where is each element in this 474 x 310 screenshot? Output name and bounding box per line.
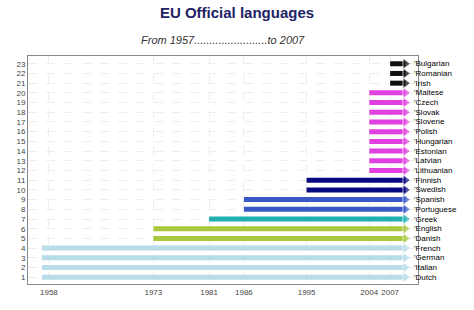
svg-text:'Finnish: 'Finnish [414, 176, 441, 185]
svg-text:18: 18 [16, 108, 25, 117]
svg-text:14: 14 [16, 147, 25, 156]
svg-text:1973: 1973 [144, 288, 162, 297]
svg-text:'Dutch: 'Dutch [414, 273, 436, 282]
svg-text:1995: 1995 [298, 288, 316, 297]
svg-text:21: 21 [16, 79, 25, 88]
svg-text:8: 8 [21, 205, 26, 214]
svg-text:'German: 'German [414, 253, 444, 262]
svg-text:'Lithuanian: 'Lithuanian [414, 166, 452, 175]
svg-text:6: 6 [21, 225, 26, 234]
svg-text:'Czech: 'Czech [414, 98, 438, 107]
svg-text:22: 22 [16, 69, 25, 78]
svg-text:13: 13 [16, 157, 25, 166]
svg-text:'Slovene: 'Slovene [414, 117, 445, 126]
svg-text:'Swedish: 'Swedish [414, 185, 446, 194]
svg-text:16: 16 [16, 127, 25, 136]
svg-text:'Greek: 'Greek [414, 215, 438, 224]
svg-text:7: 7 [21, 215, 26, 224]
svg-text:'Spanish: 'Spanish [414, 195, 444, 204]
svg-text:23: 23 [16, 60, 25, 69]
svg-text:1981: 1981 [200, 288, 218, 297]
svg-text:From 1957.....................: From 1957........................to 2007 [141, 34, 305, 46]
svg-text:'Bulgarian: 'Bulgarian [414, 59, 449, 68]
svg-text:20: 20 [16, 89, 25, 98]
svg-text:'Maltese: 'Maltese [414, 88, 444, 97]
svg-text:'Slovak: 'Slovak [414, 108, 441, 117]
svg-text:1986: 1986 [235, 288, 253, 297]
svg-text:5: 5 [21, 234, 26, 243]
svg-text:'Latvian: 'Latvian [414, 156, 441, 165]
svg-text:'English: 'English [414, 224, 442, 233]
svg-text:9: 9 [21, 195, 26, 204]
svg-text:19: 19 [16, 98, 25, 107]
svg-text:3: 3 [21, 254, 26, 263]
svg-text:'Hungarian: 'Hungarian [414, 137, 452, 146]
svg-text:12: 12 [16, 166, 25, 175]
svg-text:'Italian: 'Italian [414, 263, 437, 272]
svg-text:1: 1 [21, 273, 26, 282]
svg-text:'Romanian: 'Romanian [414, 69, 452, 78]
svg-text:11: 11 [17, 176, 26, 185]
svg-text:10: 10 [16, 186, 25, 195]
svg-text:'Polish: 'Polish [414, 127, 437, 136]
svg-text:'French: 'French [414, 244, 440, 253]
svg-text:'Estonian: 'Estonian [414, 147, 447, 156]
svg-text:EU Official languages: EU Official languages [160, 4, 314, 21]
svg-text:2: 2 [21, 263, 26, 272]
svg-text:'Portuguese: 'Portuguese [414, 205, 457, 214]
svg-text:'Danish: 'Danish [414, 234, 440, 243]
svg-text:2004: 2004 [360, 288, 378, 297]
svg-text:1958: 1958 [40, 288, 58, 297]
svg-text:17: 17 [16, 118, 25, 127]
svg-text:15: 15 [16, 137, 25, 146]
svg-text:2007: 2007 [381, 288, 399, 297]
svg-text:'Irish: 'Irish [414, 79, 431, 88]
svg-text:4: 4 [21, 244, 26, 253]
